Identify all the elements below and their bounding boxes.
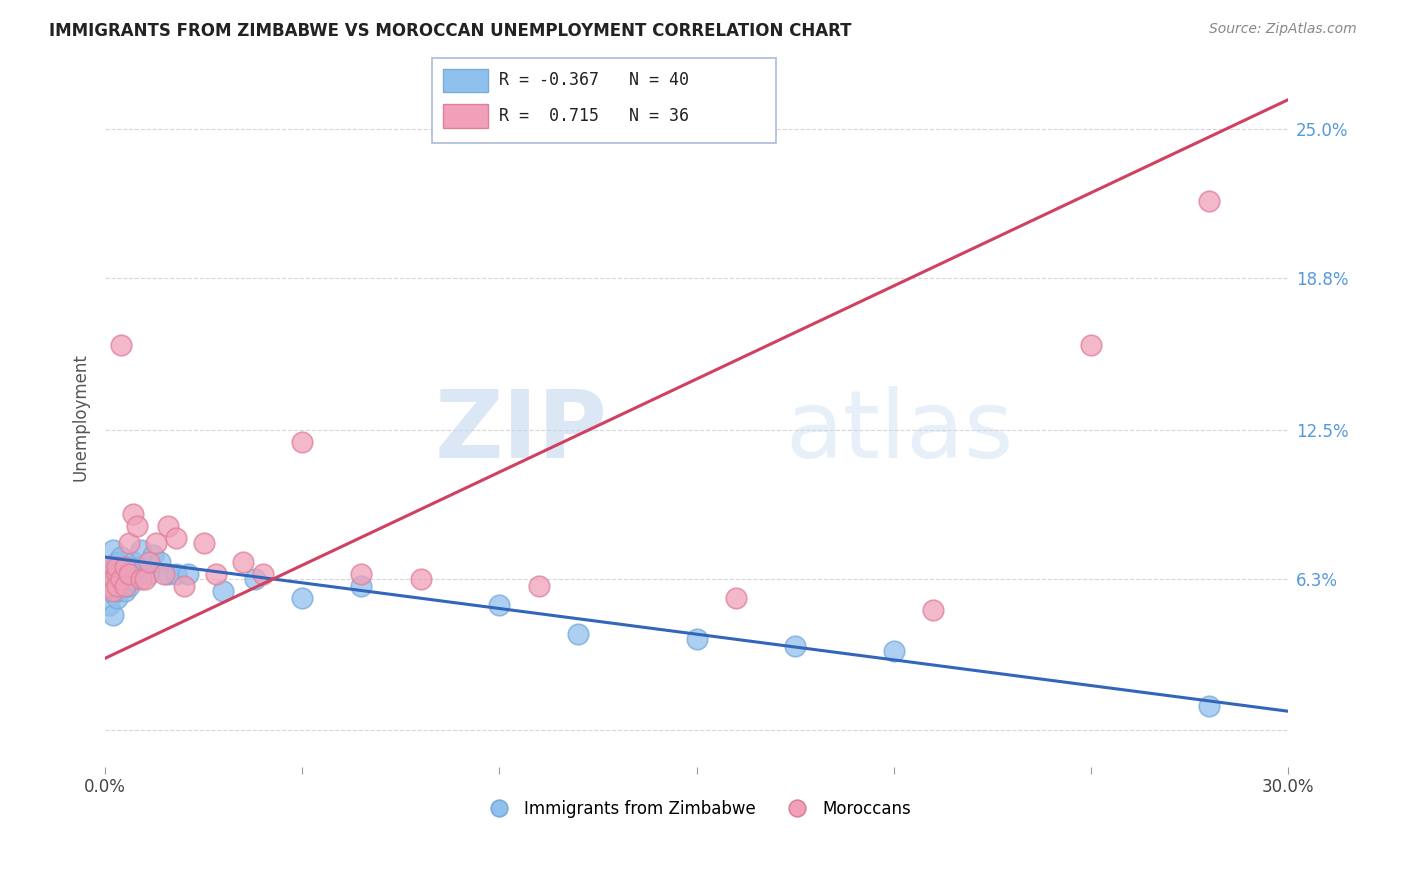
Point	[114, 559, 136, 574]
Point	[114, 579, 136, 593]
Point	[243, 572, 266, 586]
Point	[114, 572, 136, 586]
Point	[114, 559, 136, 574]
Point	[110, 572, 132, 586]
Point	[204, 566, 226, 581]
Point	[105, 559, 128, 574]
Point	[1198, 699, 1220, 714]
Point	[212, 583, 235, 598]
Point	[350, 566, 373, 581]
Point	[101, 607, 124, 622]
Point	[105, 591, 128, 605]
Point	[98, 559, 121, 574]
Point	[173, 579, 195, 593]
Text: Source: ZipAtlas.com: Source: ZipAtlas.com	[1209, 22, 1357, 37]
Point	[114, 583, 136, 598]
Point	[291, 591, 314, 605]
Point	[724, 591, 747, 605]
Point	[118, 579, 141, 593]
Point	[165, 566, 187, 581]
Point	[110, 550, 132, 565]
Point	[118, 535, 141, 549]
Point	[350, 579, 373, 593]
Text: R = -0.367   N = 40: R = -0.367 N = 40	[499, 71, 689, 89]
Point	[101, 559, 124, 574]
Point	[125, 519, 148, 533]
Point	[488, 599, 510, 613]
Point	[783, 639, 806, 653]
Text: ZIP: ZIP	[434, 385, 607, 477]
Point	[922, 603, 945, 617]
Point	[101, 583, 124, 598]
Point	[110, 338, 132, 352]
Point	[129, 572, 152, 586]
Point	[157, 519, 180, 533]
Point	[110, 579, 132, 593]
Text: R =  0.715   N = 36: R = 0.715 N = 36	[499, 107, 689, 125]
Point	[118, 566, 141, 581]
Point	[177, 566, 200, 581]
Point	[105, 579, 128, 593]
Point	[157, 566, 180, 581]
Point	[129, 543, 152, 558]
Point	[121, 555, 143, 569]
Point	[125, 559, 148, 574]
Point	[252, 566, 274, 581]
Point	[138, 566, 160, 581]
Point	[409, 572, 432, 586]
Point	[134, 572, 156, 586]
Point	[98, 572, 121, 586]
Point	[101, 572, 124, 586]
Point	[121, 572, 143, 586]
Point	[105, 583, 128, 598]
Point	[101, 543, 124, 558]
Point	[153, 566, 176, 581]
Legend: Immigrants from Zimbabwe, Moroccans: Immigrants from Zimbabwe, Moroccans	[475, 793, 918, 824]
Point	[98, 566, 121, 581]
Point	[291, 434, 314, 449]
Point	[527, 579, 550, 593]
Point	[1080, 338, 1102, 352]
Point	[98, 599, 121, 613]
Point	[110, 572, 132, 586]
Point	[105, 566, 128, 581]
Point	[121, 507, 143, 521]
Point	[101, 579, 124, 593]
Point	[98, 579, 121, 593]
Point	[141, 548, 163, 562]
Point	[118, 566, 141, 581]
Point	[193, 535, 215, 549]
Y-axis label: Unemployment: Unemployment	[72, 353, 89, 482]
Point	[1198, 194, 1220, 208]
Point	[105, 555, 128, 569]
Point	[883, 644, 905, 658]
Point	[149, 555, 172, 569]
Text: atlas: atlas	[785, 385, 1014, 477]
Point	[138, 555, 160, 569]
Point	[134, 559, 156, 574]
Point	[105, 566, 128, 581]
Text: IMMIGRANTS FROM ZIMBABWE VS MOROCCAN UNEMPLOYMENT CORRELATION CHART: IMMIGRANTS FROM ZIMBABWE VS MOROCCAN UNE…	[49, 22, 852, 40]
Point	[98, 583, 121, 598]
Point	[165, 531, 187, 545]
Point	[145, 535, 167, 549]
Point	[232, 555, 254, 569]
Point	[567, 627, 589, 641]
Point	[685, 632, 707, 646]
